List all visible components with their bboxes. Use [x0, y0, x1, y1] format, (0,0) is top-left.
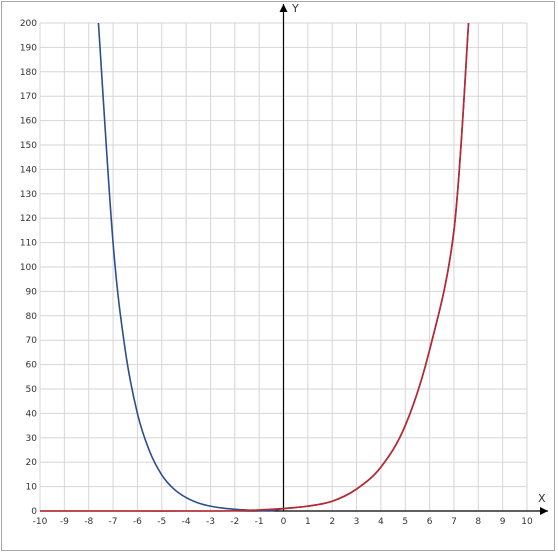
y-tick-label: 0: [31, 507, 37, 517]
y-tick-label: 100: [20, 263, 37, 273]
x-tick-label: -1: [255, 517, 264, 527]
x-tick-labels: -10 -9 -8 -7 -6 -5 -4 -3 -2 -1 0 1 2 3 4 5 6 7 8 9 10: [33, 517, 533, 527]
x-tick-label: -4: [182, 517, 191, 527]
x-tick-label: 1: [305, 517, 311, 527]
x-tick-label: -7: [109, 517, 118, 527]
x-tick-label: 3: [354, 517, 360, 527]
x-tick-label: 4: [378, 517, 384, 527]
y-tick-label: 50: [26, 385, 38, 395]
y-tick-labels: 0 10 20 30 40 50 60 70 80 90 100 110 120 130 140 150 160…: [20, 19, 37, 517]
y-tick-label: 110: [20, 239, 37, 249]
x-tick-label: 8: [475, 517, 481, 527]
y-tick-label: 150: [20, 141, 37, 151]
y-tick-label: 60: [26, 361, 38, 371]
x-tick-label: -5: [157, 517, 166, 527]
series-line: [40, 22, 470, 512]
x-tick-label: 7: [451, 517, 457, 527]
x-tick-label: 10: [521, 517, 533, 527]
x-tick-label: 2: [329, 517, 335, 527]
x-tick-label: -6: [133, 517, 142, 527]
y-tick-label: 130: [20, 190, 37, 200]
y-tick-label: 120: [20, 214, 37, 224]
y-axis-arrow: [279, 4, 288, 12]
y-tick-label: 160: [20, 117, 37, 127]
y-tick-label: 10: [26, 483, 38, 493]
y-tick-label: 190: [20, 43, 37, 53]
y-axis-label: Y: [291, 2, 299, 15]
y-tick-label: 200: [20, 19, 37, 29]
y-tick-label: 140: [20, 165, 37, 175]
y-tick-label: 80: [26, 312, 38, 322]
x-tick-label: -10: [33, 517, 48, 527]
y-tick-label: 20: [26, 458, 38, 468]
axes: [40, 4, 548, 515]
x-tick-label: -3: [206, 517, 215, 527]
y-tick-label: 170: [20, 92, 37, 102]
y-tick-label: 180: [20, 68, 37, 78]
x-tick-label: 9: [500, 517, 506, 527]
y-tick-label: 90: [26, 287, 38, 297]
x-tick-label: 6: [427, 517, 433, 527]
x-axis-arrow: [540, 507, 548, 515]
y-tick-label: 70: [26, 336, 38, 346]
x-tick-label: 0: [281, 517, 287, 527]
x-tick-label: 5: [402, 517, 408, 527]
series-lines: [40, 22, 470, 512]
x-tick-label: -2: [230, 517, 239, 527]
x-tick-label: -9: [60, 517, 69, 527]
x-axis-label: X: [538, 492, 546, 505]
y-tick-label: 30: [26, 434, 38, 444]
y-tick-label: 40: [26, 409, 38, 419]
x-tick-label: -8: [84, 517, 93, 527]
